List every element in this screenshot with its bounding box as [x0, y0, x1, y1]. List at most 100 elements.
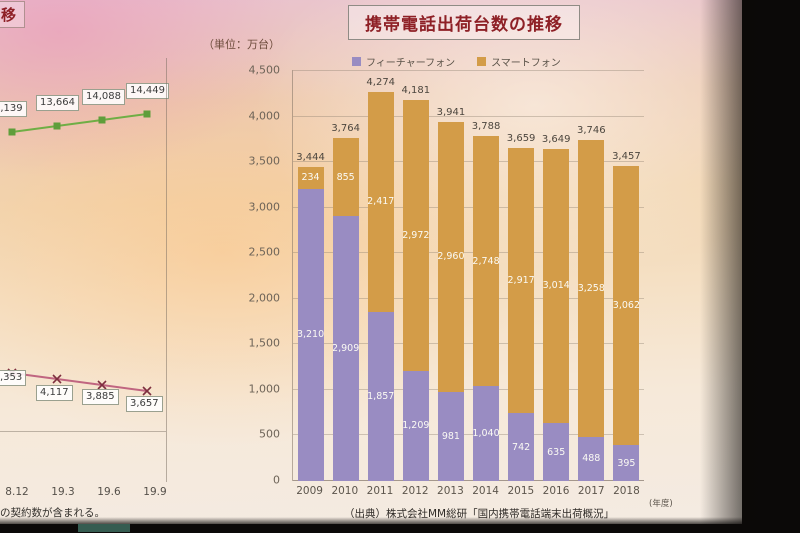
bar-slot-2014: 2,748 1,040 3,788	[468, 70, 503, 481]
smartphone-segment: 2,417	[367, 91, 394, 312]
x-tick-label: 2013	[437, 485, 464, 497]
bar-2010: 855 2,909	[332, 138, 359, 481]
gridline	[293, 297, 644, 299]
chart-title: 携帯電話出荷台数の推移	[348, 5, 580, 40]
bar-slot-2016: 3,014 635 3,649	[539, 70, 574, 481]
left-chart-x-tick: 19.9	[143, 486, 167, 498]
total-value-label: 4,181	[401, 85, 431, 97]
left-chart-x-tick: 19.6	[97, 486, 121, 498]
featurephone-value-label: 981	[441, 430, 460, 442]
gridline	[293, 480, 644, 481]
bar-2011: 2,417 1,857	[367, 91, 394, 481]
bar-2013: 2,960 981	[437, 121, 464, 481]
screen-edge-fragment	[78, 524, 130, 532]
gridline	[293, 388, 644, 390]
featurephone-segment: 1,040	[473, 386, 500, 481]
total-value-label: 3,649	[541, 133, 571, 145]
x-tick-label: 2017	[577, 485, 605, 497]
smartphone-segment: 2,748	[473, 135, 500, 387]
left-chart-footnote: の契約数が含まれる。	[0, 507, 105, 519]
gridline	[293, 206, 644, 208]
gridline	[293, 434, 644, 436]
total-value-label: 3,444	[296, 152, 325, 164]
legend-label: フィーチャーフォン	[366, 58, 456, 69]
smartphone-swatch-icon	[477, 57, 487, 66]
x-tick-label: 2011	[366, 485, 394, 497]
smartphone-value-label: 234	[301, 172, 320, 184]
y-tick-label: 0	[273, 473, 280, 487]
x-tick-label: 2015	[507, 485, 535, 497]
gridline	[293, 252, 644, 254]
bars-container: 234 3,210 3,444 855 2,909 3,764 2,417 1,857 4,27…	[293, 70, 644, 481]
y-tick-label: 4,000	[248, 109, 281, 123]
left-chart-title-fragment: 移	[0, 1, 26, 28]
x-tick-label: 2014	[472, 485, 499, 497]
y-tick-label: 3,000	[248, 200, 281, 214]
left-chart-data-label: 3,885	[82, 389, 119, 405]
slide-surface: 移 3,139 13,664 14,088 14,449 ,353 4,117 …	[0, 0, 742, 524]
bar-2012: 2,972 1,209	[402, 100, 429, 481]
smartphone-value-label: 3,014	[543, 280, 570, 292]
y-tick-label: 2,500	[248, 245, 281, 259]
total-value-label: 3,788	[471, 120, 501, 132]
featurephone-value-label: 1,857	[367, 390, 394, 402]
screen-bottom-shadow	[0, 517, 800, 533]
chart-legend: フィーチャーフォン スマートフォン	[352, 54, 561, 69]
smartphone-segment: 2,972	[402, 100, 429, 371]
featurephone-segment: 981	[437, 391, 464, 481]
smartphone-segment: 2,960	[437, 121, 464, 392]
featurephone-segment: 488	[578, 436, 605, 481]
featurephone-segment: 395	[613, 445, 640, 481]
left-chart-data-label: 3,657	[126, 396, 163, 412]
legend-item-smartphone: スマートフォン	[477, 54, 561, 69]
left-chart-data-label: ,353	[0, 370, 27, 386]
y-tick-label: 4,500	[248, 63, 281, 77]
left-chart-data-label: 4,117	[36, 385, 73, 401]
total-value-label: 3,457	[612, 151, 641, 163]
x-tick-label: 2010	[331, 485, 359, 497]
x-tick-label: 2012	[401, 485, 429, 497]
bar-slot-2011: 2,417 1,857 4,274	[363, 70, 398, 481]
bar-slot-2015: 2,917 742 3,659	[504, 70, 539, 481]
featurephone-value-label: 395	[617, 457, 636, 469]
smartphone-segment: 3,062	[613, 166, 640, 445]
featurephone-value-label: 1,209	[402, 420, 429, 432]
bar-slot-2017: 3,258 488 3,746	[574, 70, 609, 481]
left-chart-data-label: 3,139	[0, 101, 27, 117]
left-chart-x-tick: 8.12	[5, 486, 29, 498]
total-value-label: 3,764	[331, 123, 360, 135]
left-chart-axis-line	[0, 431, 166, 432]
smartphone-value-label: 2,748	[473, 255, 500, 267]
legend-item-featurephone: フィーチャーフォン	[352, 54, 455, 69]
featurephone-segment: 3,210	[297, 188, 324, 481]
smartphone-value-label: 3,062	[613, 300, 640, 312]
plot-area: 234 3,210 3,444 855 2,909 3,764 2,417 1,857 4,27…	[292, 70, 644, 481]
smartphone-segment: 3,014	[543, 148, 570, 424]
bar-slot-2012: 2,972 1,209 4,181	[398, 70, 433, 481]
smartphone-value-label: 3,258	[578, 282, 605, 294]
smartphone-value-label: 2,960	[437, 251, 464, 263]
featurephone-value-label: 488	[582, 453, 601, 465]
gridline	[293, 343, 644, 345]
featurephone-swatch-icon	[352, 57, 361, 66]
gridline	[293, 70, 644, 71]
x-tick-label: 2016	[542, 485, 570, 497]
total-value-label: 3,746	[576, 124, 606, 136]
featurephone-value-label: 2,909	[332, 342, 359, 354]
smartphone-value-label: 2,972	[402, 229, 429, 241]
smartphone-value-label: 2,417	[367, 196, 394, 208]
featurephone-segment: 1,209	[402, 370, 429, 481]
bar-2009: 234 3,210	[297, 167, 324, 481]
bar-2017: 3,258 488	[578, 139, 605, 481]
bar-2016: 3,014 635	[543, 148, 570, 481]
featurephone-value-label: 3,210	[297, 329, 324, 341]
y-tick-label: 1,500	[248, 336, 281, 350]
smartphone-segment: 855	[332, 138, 359, 216]
smartphone-value-label: 2,917	[508, 275, 535, 286]
bar-2014: 2,748 1,040	[473, 135, 500, 481]
left-chart-data-label: 13,664	[36, 95, 79, 111]
featurephone-segment: 1,857	[367, 311, 394, 481]
bar-slot-2013: 2,960 981 3,941	[433, 70, 468, 481]
total-value-label: 3,659	[506, 132, 536, 144]
